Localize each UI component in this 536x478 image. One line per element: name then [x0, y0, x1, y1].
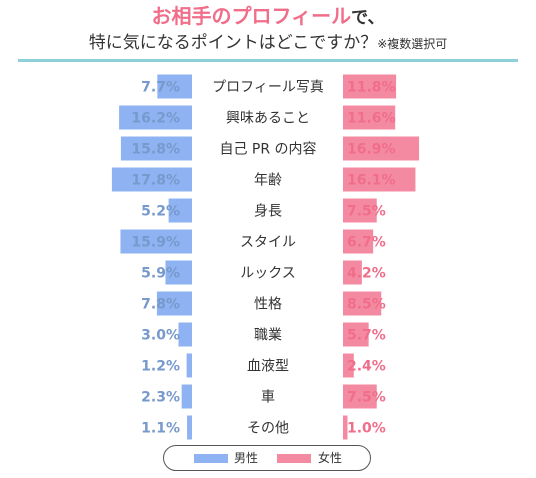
bar-male [157, 74, 192, 99]
legend-swatch-female [277, 454, 311, 463]
bar-male [120, 136, 192, 161]
chart-title-rest: で、 [351, 8, 385, 28]
data-label-male: 16.2% [131, 111, 180, 127]
category-label: プロフィール写真 [212, 80, 324, 96]
butterfly-bar-chart: 7.7% 11.8% プロフィール写真 16.2% 11.6% 興味あること 15.8% 16… [111, 74, 420, 440]
bar-male [168, 198, 192, 223]
chart-title: お相手のプロフィールで、 [0, 4, 536, 30]
bar-male [156, 291, 192, 316]
bar-female [343, 105, 396, 130]
data-label-female: 11.8% [347, 80, 396, 96]
legend: 男性 女性 [163, 445, 371, 471]
bar-female [343, 136, 420, 161]
chart-subtitle-note: ※複数選択可 [377, 37, 448, 51]
bar-female [343, 260, 362, 285]
bar-male [119, 105, 192, 130]
data-label-female: 11.6% [347, 111, 396, 127]
data-label-male: 2.3% [141, 390, 180, 406]
legend-label-female: 女性 [318, 451, 343, 465]
chart-title-accent: お相手のプロフィール [151, 4, 352, 28]
chart-subtitle: 特に気になるポイントはどこですか？※複数選択可 [0, 32, 536, 55]
data-label-female: 8.5% [347, 297, 386, 313]
bar-female [343, 415, 348, 440]
data-label-female: 5.7% [347, 328, 386, 344]
data-label-female: 6.7% [347, 235, 386, 251]
data-label-male: 5.2% [141, 204, 180, 220]
bar-male [111, 167, 192, 192]
data-label-female: 2.4% [347, 359, 386, 375]
chart-subtitle-text: 特に気になるポイントはどこですか？ [88, 33, 378, 53]
category-label: 血液型 [247, 359, 289, 375]
data-label-male: 15.8% [131, 142, 180, 158]
data-label-female: 1.0% [347, 421, 386, 437]
category-label: その他 [247, 421, 289, 437]
bar-female [343, 198, 377, 223]
bar-female [343, 322, 369, 347]
data-label-male: 3.0% [141, 328, 180, 344]
data-label-male: 7.7% [141, 80, 180, 96]
data-label-male: 1.2% [141, 359, 180, 375]
bar-male [181, 384, 192, 409]
category-label: 車 [261, 389, 275, 406]
bar-male [187, 415, 192, 440]
bar-male [178, 322, 192, 347]
bar-male [186, 353, 192, 378]
data-label-female: 16.9% [347, 142, 396, 158]
legend-label-male: 男性 [234, 451, 259, 465]
bar-female [343, 229, 374, 254]
data-label-female: 7.5% [347, 204, 386, 220]
category-label: スタイル [240, 235, 296, 251]
legend-swatch-male [194, 454, 228, 463]
bar-male [165, 260, 192, 285]
data-label-male: 15.9% [131, 235, 180, 251]
data-label-male: 17.8% [131, 173, 180, 189]
bar-female [343, 291, 382, 316]
data-label-male: 7.8% [141, 297, 180, 313]
category-label: 身長 [254, 204, 282, 220]
category-label: 自己 PR の内容 [219, 141, 316, 158]
data-label-female: 4.2% [347, 266, 386, 282]
data-label-male: 1.1% [141, 421, 180, 437]
data-label-female: 16.1% [347, 173, 396, 189]
bar-female [343, 384, 377, 409]
title-divider [18, 59, 518, 62]
category-label: 職業 [254, 328, 282, 344]
bar-male [120, 229, 192, 254]
category-label: ルックス [240, 266, 296, 282]
bar-female [343, 74, 397, 99]
data-label-male: 5.9% [141, 266, 180, 282]
bar-female [343, 353, 354, 378]
category-label: 年齢 [254, 173, 282, 189]
bar-female [343, 167, 416, 192]
category-label: 興味あること [226, 111, 310, 127]
data-label-female: 7.5% [347, 390, 386, 406]
category-label: 性格 [254, 297, 282, 313]
